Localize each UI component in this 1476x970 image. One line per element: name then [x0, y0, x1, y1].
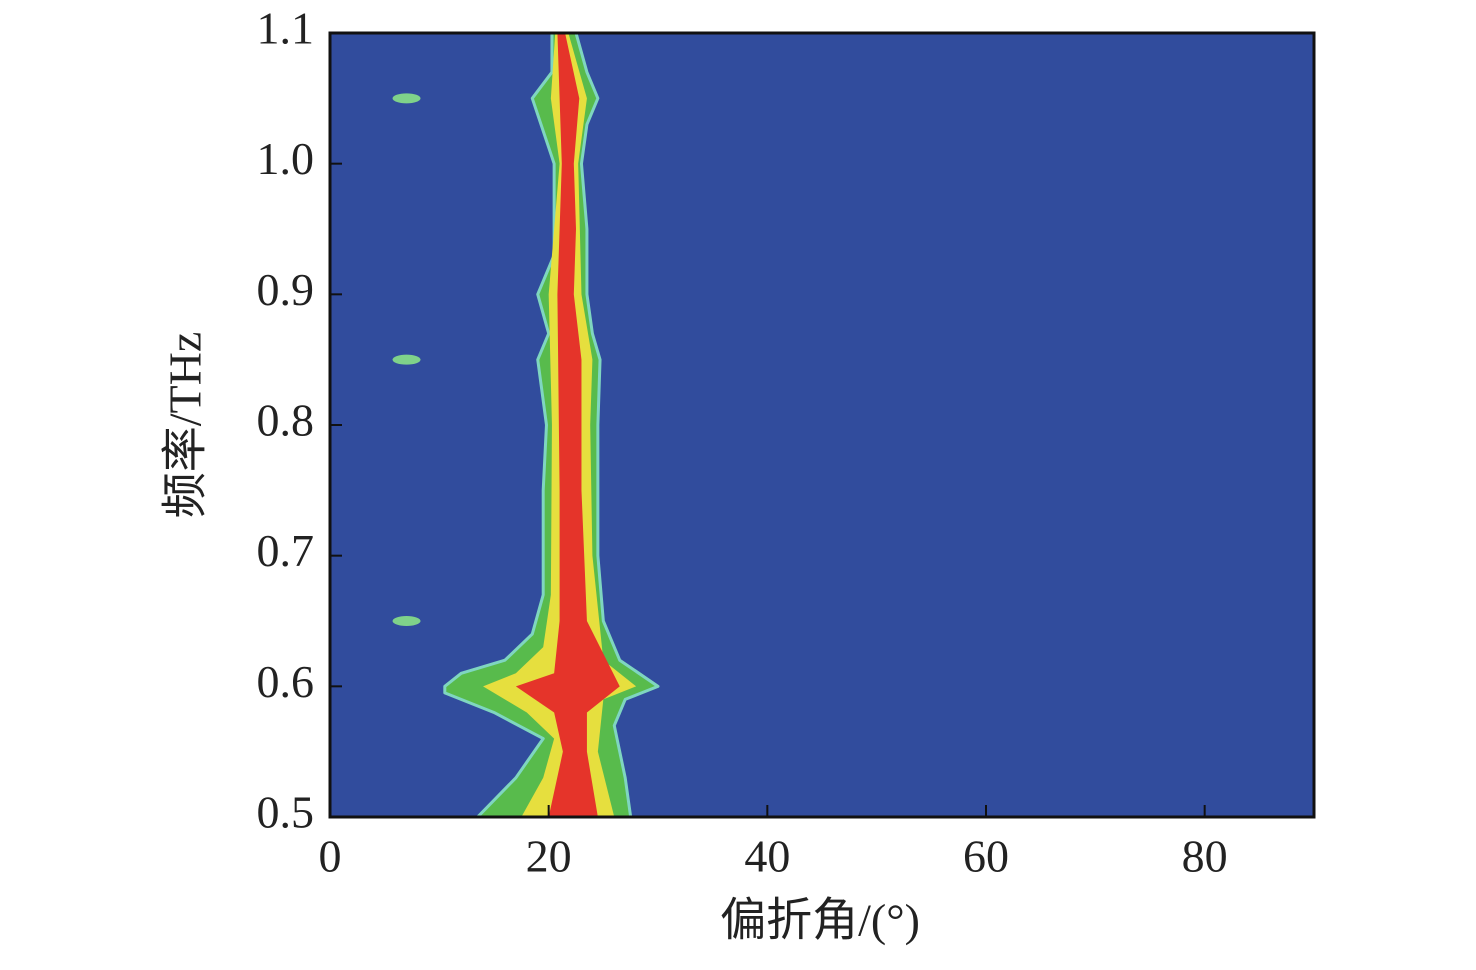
plot-area [392, 33, 660, 817]
contour-level [515, 33, 620, 817]
y-axis-label: 频率/THz [160, 332, 211, 519]
x-axis-label: 偏折角/(°) [720, 895, 920, 946]
x-tick-label: 40 [744, 831, 790, 882]
spot [392, 616, 421, 626]
y-tick-label: 1.1 [257, 3, 315, 54]
x-tick-label: 20 [526, 831, 572, 882]
spot [392, 93, 421, 104]
y-tick-label: 0.7 [257, 525, 315, 576]
x-tick-label: 60 [963, 831, 1009, 882]
spot [392, 354, 421, 365]
y-tick-label: 0.5 [257, 787, 315, 838]
contour-level [443, 33, 660, 817]
x-tick-label: 80 [1182, 831, 1228, 882]
y-tick-label: 1.0 [257, 133, 315, 184]
y-tick-label: 0.6 [257, 656, 315, 707]
x-tick-label: 0 [319, 831, 342, 882]
y-tick-label: 0.9 [257, 264, 315, 315]
y-tick-label: 0.8 [257, 395, 315, 446]
